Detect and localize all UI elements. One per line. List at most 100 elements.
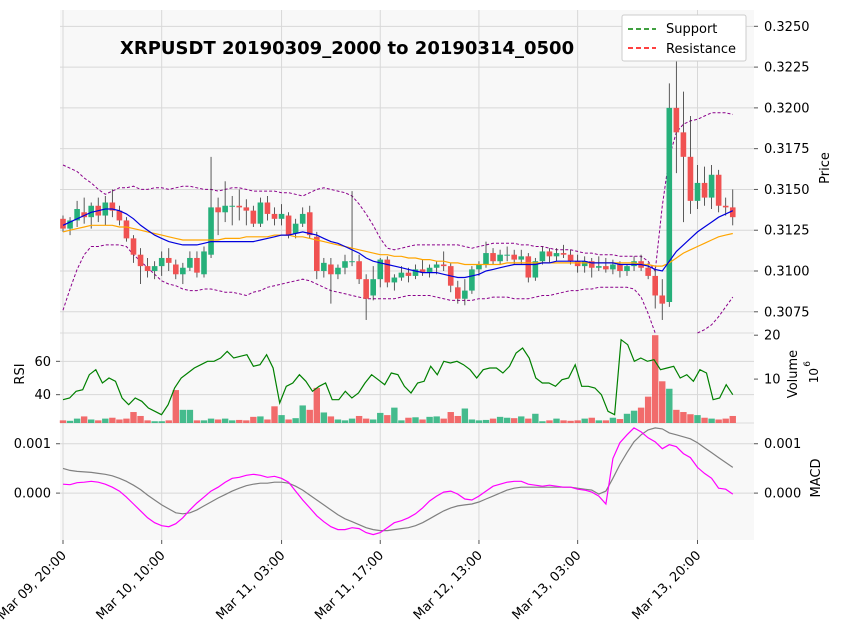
candle-up — [299, 213, 306, 224]
candle-up — [342, 261, 348, 268]
volume-bar — [250, 416, 257, 423]
candle-down — [440, 264, 447, 267]
macd-left-tick-label: 0.000 — [14, 487, 51, 502]
candle-up — [222, 205, 228, 213]
volume-multiplier-label: 10 — [807, 368, 821, 383]
candle-up — [201, 251, 207, 275]
volume-bar — [271, 406, 278, 423]
candle-up — [624, 266, 630, 272]
rsi-axis-label: RSI — [13, 363, 28, 384]
volume-bar — [715, 419, 722, 423]
candle-up — [335, 267, 341, 275]
candle-up — [631, 261, 637, 267]
candle-down — [328, 264, 334, 275]
price-tick-label: 0.3125 — [764, 224, 810, 239]
volume-bar — [652, 335, 659, 423]
volume-bar — [454, 415, 461, 423]
volume-bar — [602, 420, 610, 423]
moving-average-fast — [62, 208, 734, 279]
volume-bar — [482, 419, 490, 423]
candle-up — [483, 253, 489, 265]
volume-bar — [243, 420, 250, 423]
volume-bar — [680, 412, 687, 423]
candle-up — [67, 220, 73, 229]
volume-bar — [616, 419, 624, 423]
volume-bar — [327, 416, 335, 423]
volume-bar — [581, 418, 588, 423]
candle-down — [511, 254, 517, 260]
candle-up — [349, 261, 355, 263]
candle-down — [60, 218, 66, 229]
volume-bar — [503, 417, 511, 423]
x-tick-label: Mar 10, 10:00 — [94, 548, 169, 623]
volume-bar — [377, 412, 384, 423]
candle-up — [88, 205, 94, 218]
volume-bar — [722, 418, 729, 423]
candle-down — [356, 261, 362, 280]
volume-bar — [186, 409, 194, 423]
volume-bar — [292, 418, 299, 423]
volume-bar — [362, 418, 370, 423]
volume-bar — [525, 418, 532, 423]
candle-down — [173, 264, 179, 275]
volume-bar — [539, 421, 546, 423]
volume-bar — [489, 418, 497, 423]
bollinger-upper-band — [62, 112, 733, 273]
volume-bar — [73, 418, 81, 423]
candle-down — [490, 253, 496, 262]
candle-up — [553, 253, 560, 257]
volume-bar — [109, 417, 116, 423]
volume-bar — [637, 407, 645, 423]
candle-down — [250, 210, 257, 224]
volume-bar — [694, 415, 701, 423]
rsi-line — [62, 338, 734, 416]
candle-up — [581, 261, 588, 267]
x-tick-label: Mar 13, 20:00 — [629, 548, 704, 623]
volume-bar — [419, 419, 426, 423]
candle-down — [603, 266, 609, 270]
volume-bar — [88, 419, 95, 423]
price-tick-label: 0.3225 — [764, 61, 810, 76]
candle-down — [306, 212, 313, 236]
volume-bar — [229, 420, 236, 423]
candle-down — [687, 156, 694, 201]
price-axis-label: Price — [818, 152, 833, 184]
volume-bar — [623, 413, 631, 423]
candle-down — [81, 212, 87, 218]
volume-bar — [553, 418, 560, 423]
candle-down — [264, 202, 271, 214]
moving-average-slow — [62, 224, 733, 267]
volume-bar — [461, 408, 469, 423]
candle-up — [278, 213, 285, 219]
candle-down — [652, 275, 658, 296]
candle-down — [673, 107, 680, 133]
candle-down — [314, 236, 320, 272]
candle-down — [144, 266, 151, 272]
candle-down — [715, 174, 722, 206]
candle-down — [659, 295, 666, 304]
volume-bar — [278, 415, 285, 423]
legend-box — [621, 14, 747, 62]
volume-bar — [320, 412, 328, 423]
candle-down — [165, 257, 172, 263]
volume-bar — [116, 419, 123, 423]
macd-right-tick-label: 0.001 — [764, 437, 801, 452]
volume-bar — [595, 420, 602, 423]
candle-down — [546, 251, 553, 257]
volume-bar — [673, 409, 680, 423]
candle-up — [708, 174, 715, 198]
candle-down — [363, 279, 369, 299]
x-tick-label: Mar 13, 03:00 — [510, 548, 585, 623]
candle-down — [130, 238, 137, 255]
candle-down — [194, 257, 200, 273]
candle-down — [109, 202, 116, 211]
volume-bar — [729, 415, 736, 423]
candle-down — [419, 269, 426, 273]
candle-up — [476, 264, 482, 270]
volume-tick-label: 10 — [764, 373, 781, 388]
volume-bar — [560, 420, 567, 423]
volume-bar — [137, 415, 144, 423]
volume-bar — [440, 418, 447, 423]
macd-right-tick-label: 0.000 — [764, 487, 801, 502]
x-tick-label: Mar 11, 03:00 — [213, 548, 288, 623]
